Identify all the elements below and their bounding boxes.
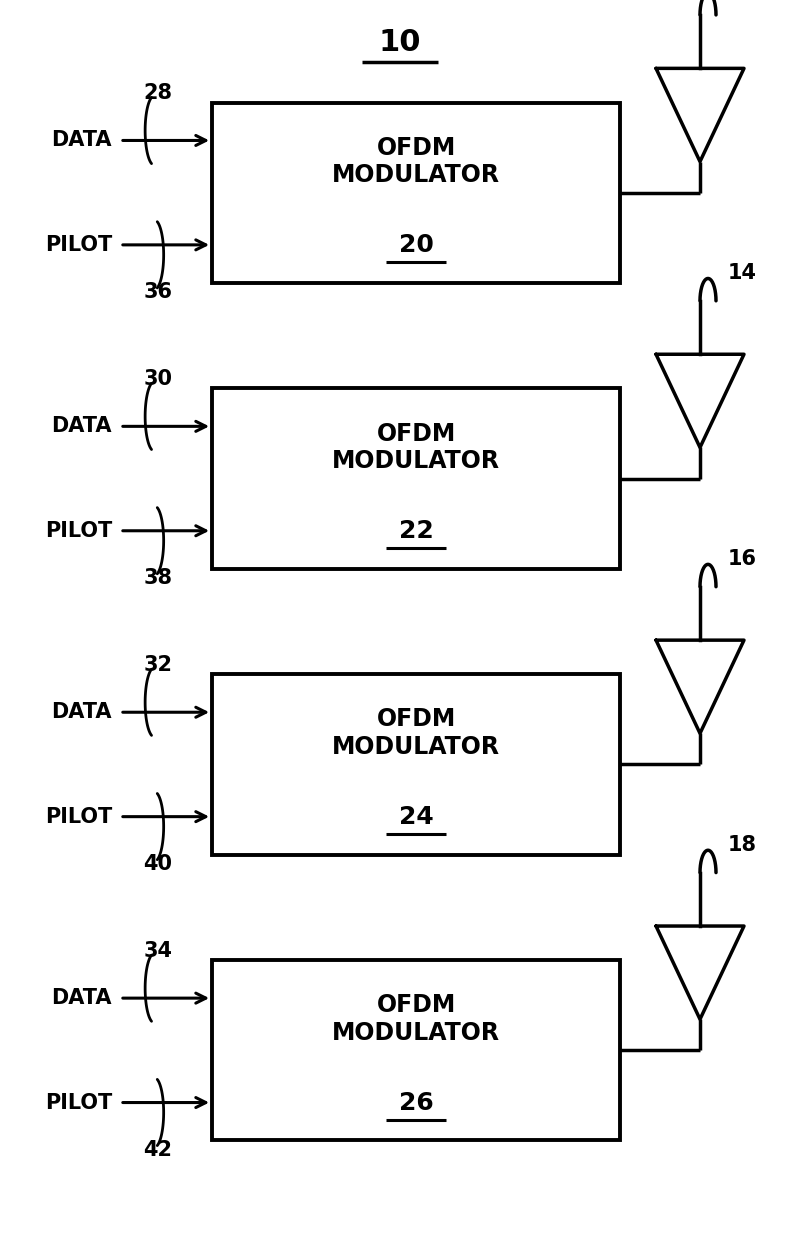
- Bar: [212, 961, 620, 1141]
- Text: 20: 20: [398, 232, 434, 257]
- Text: PILOT: PILOT: [45, 807, 112, 827]
- Text: OFDM
MODULATOR: OFDM MODULATOR: [332, 135, 500, 188]
- Bar: [212, 674, 620, 855]
- Text: 26: 26: [398, 1090, 434, 1115]
- Text: DATA: DATA: [51, 131, 112, 150]
- Text: 10: 10: [378, 27, 422, 57]
- Text: PILOT: PILOT: [45, 1093, 112, 1112]
- Text: 30: 30: [143, 369, 172, 389]
- Text: DATA: DATA: [51, 988, 112, 1008]
- Text: 24: 24: [398, 804, 434, 829]
- Text: OFDM
MODULATOR: OFDM MODULATOR: [332, 421, 500, 474]
- Text: 28: 28: [143, 83, 172, 103]
- Bar: [212, 388, 620, 569]
- Text: 38: 38: [143, 568, 172, 588]
- Text: OFDM
MODULATOR: OFDM MODULATOR: [332, 707, 500, 759]
- Text: DATA: DATA: [51, 416, 112, 436]
- Text: 40: 40: [143, 854, 172, 874]
- Text: 14: 14: [728, 264, 757, 283]
- Text: PILOT: PILOT: [45, 521, 112, 541]
- Text: DATA: DATA: [51, 702, 112, 722]
- Text: 18: 18: [728, 835, 757, 855]
- Text: PILOT: PILOT: [45, 235, 112, 255]
- Text: 22: 22: [398, 518, 434, 543]
- Text: 32: 32: [143, 655, 172, 675]
- Text: 36: 36: [143, 282, 172, 302]
- Text: 16: 16: [728, 549, 757, 569]
- Text: 42: 42: [143, 1140, 172, 1160]
- Text: 34: 34: [143, 941, 172, 961]
- Bar: [212, 103, 620, 283]
- Text: OFDM
MODULATOR: OFDM MODULATOR: [332, 993, 500, 1045]
